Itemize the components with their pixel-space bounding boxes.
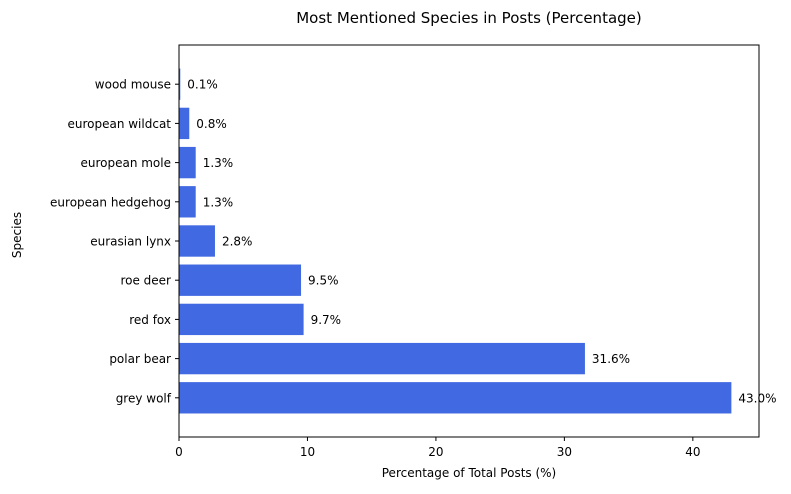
bar-european-mole — [179, 146, 196, 179]
plot-frame — [178, 44, 760, 438]
y-tick-label: polar bear — [109, 352, 171, 366]
bar-red-fox — [179, 303, 304, 336]
bar-value-label: 9.5% — [308, 274, 339, 288]
bar-value-label: 9.7% — [311, 313, 342, 327]
x-tick-label: 0 — [175, 445, 183, 459]
y-tick-label: wood mouse — [95, 78, 171, 92]
x-tick-label: 30 — [557, 445, 572, 459]
bar-value-label: 1.3% — [203, 156, 234, 170]
bar-european-hedgehog — [179, 186, 196, 218]
x-tick-label: 20 — [428, 445, 443, 459]
bar-value-label: 0.1% — [187, 78, 218, 92]
bar-value-label: 31.6% — [592, 352, 630, 366]
y-axis-label: Species — [10, 212, 24, 258]
y-tick-label: european hedgehog — [50, 195, 171, 209]
bar-value-label: 1.3% — [203, 195, 234, 209]
y-tick-label: grey wolf — [116, 391, 172, 405]
axes-layer: grey wolf polar bear red fox roe deer eurasi… — [50, 44, 760, 459]
bar-value-label: 0.8% — [196, 117, 227, 131]
bar-roe-deer — [179, 264, 302, 296]
x-axis-label: Percentage of Total Posts (%) — [382, 466, 556, 480]
bar-wood-mouse — [179, 68, 181, 100]
bar-value-label: 2.8% — [222, 235, 253, 249]
bar-value-label: 43.0% — [738, 391, 776, 405]
x-tick-label: 10 — [300, 445, 315, 459]
bar-european-wildcat — [179, 107, 190, 140]
y-tick-label: european mole — [80, 156, 171, 170]
x-tick-label: 40 — [685, 445, 700, 459]
y-tick-label: european wildcat — [67, 117, 171, 131]
bar-grey-wolf — [179, 382, 732, 414]
bars-layer: 43.0% 31.6% 9.7% 9.5% 2.8% 1.3% 1.3% 0.8% 0.1% — [179, 68, 777, 414]
y-tick-label: red fox — [129, 313, 171, 327]
bar-polar-bear — [179, 342, 585, 375]
y-tick-label: roe deer — [120, 274, 171, 288]
chart-title: Most Mentioned Species in Posts (Percent… — [296, 9, 642, 27]
y-tick-label: eurasian lynx — [90, 235, 171, 249]
bar-eurasian-lynx — [179, 225, 215, 257]
